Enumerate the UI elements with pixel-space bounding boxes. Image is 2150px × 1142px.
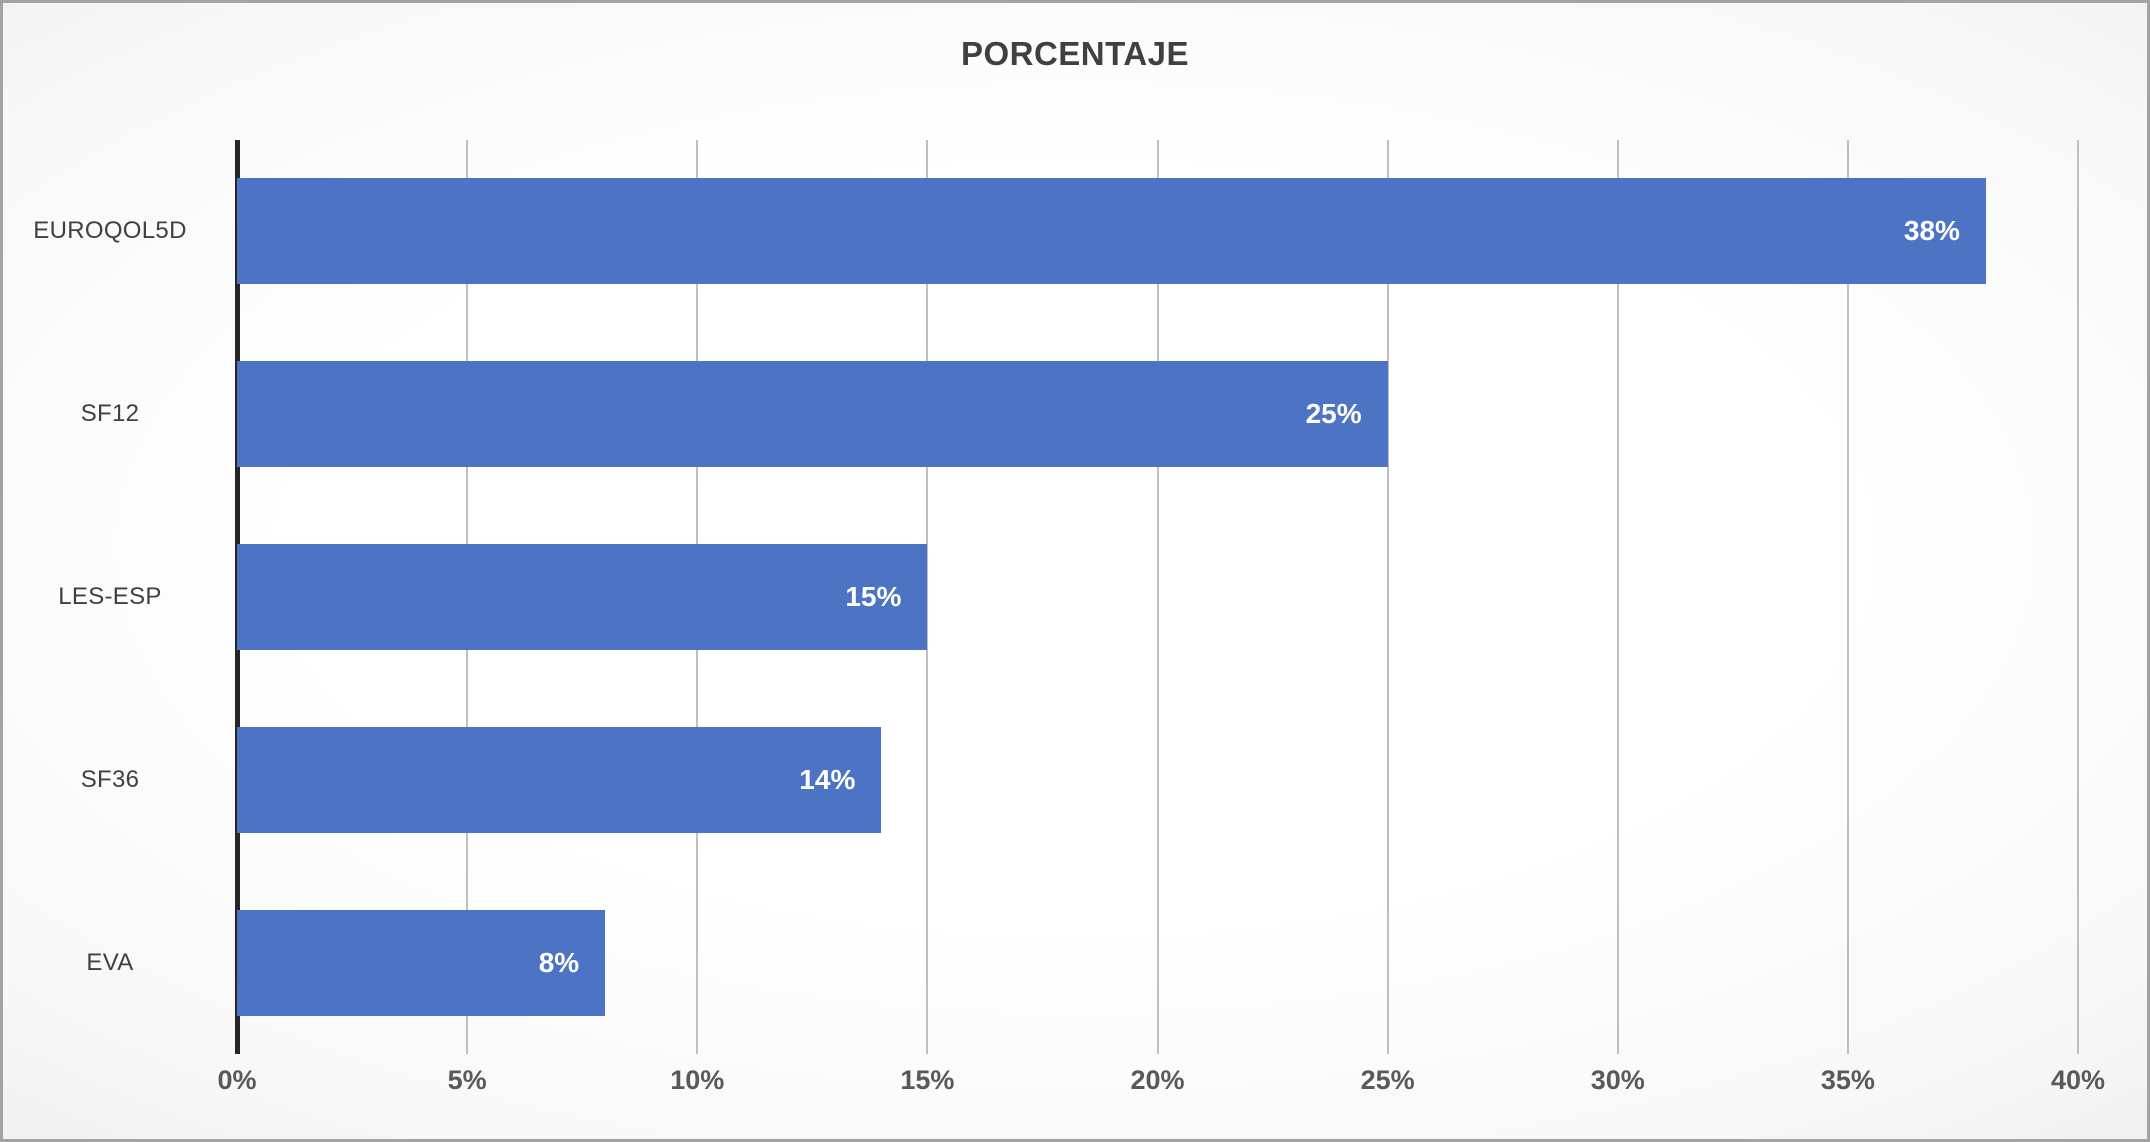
x-axis-labels: 0% 5% 10% 15% 20% 25% 30% 35% 40% — [217, 1065, 2105, 1109]
gridline — [1616, 140, 1619, 1054]
x-tick-label: 25% — [1360, 1065, 1415, 1095]
gridline — [926, 140, 929, 1054]
gridline — [1386, 140, 1389, 1054]
x-tick-label: 15% — [900, 1065, 955, 1095]
bar-row: 15% — [237, 506, 2078, 689]
data-label: 25% — [1305, 398, 1362, 430]
category-label: SF36 — [80, 765, 140, 793]
x-tick-label: 40% — [2050, 1065, 2106, 1095]
data-label: 14% — [799, 763, 856, 795]
gridline — [1156, 140, 1159, 1054]
bar-row: 14% — [237, 688, 2078, 871]
gridline — [2077, 140, 2079, 1054]
bar-les-esp: 15% — [237, 543, 928, 650]
x-tick-label: 5% — [447, 1065, 487, 1095]
bar-sf12: 25% — [237, 361, 1388, 468]
x-tick-label: 10% — [670, 1065, 725, 1095]
x-tick-label: 35% — [1820, 1065, 1875, 1095]
x-tick-label: 0% — [217, 1065, 257, 1095]
bar-row: 38% — [237, 140, 2078, 323]
gridline — [1846, 140, 1849, 1054]
data-label: 15% — [845, 580, 902, 612]
bar-sf36: 14% — [237, 726, 882, 833]
category-label: EUROQOL5D — [33, 217, 187, 245]
category-label: SF12 — [80, 400, 140, 428]
bar-eva: 8% — [237, 909, 606, 1016]
data-label: 38% — [1903, 215, 1960, 247]
data-label: 8% — [538, 946, 580, 978]
category-label: EVA — [86, 948, 134, 976]
x-tick-label: 30% — [1590, 1065, 1645, 1095]
plot-area: 38% 25% 15% 14% 8% — [235, 140, 2079, 1054]
category-label: LES-ESP — [58, 582, 162, 610]
bar-row: 8% — [237, 871, 2078, 1054]
bar-euroqol5d: 38% — [237, 178, 1986, 285]
chart-title: PORCENTAJE — [960, 35, 1190, 72]
category-labels: EUROQOL5D SF12 LES-ESP SF36 EVA — [3, 140, 217, 1054]
x-tick-label: 20% — [1130, 1065, 1185, 1095]
bar-row: 25% — [237, 323, 2078, 506]
bars: 38% 25% 15% 14% 8% — [237, 140, 2078, 1054]
